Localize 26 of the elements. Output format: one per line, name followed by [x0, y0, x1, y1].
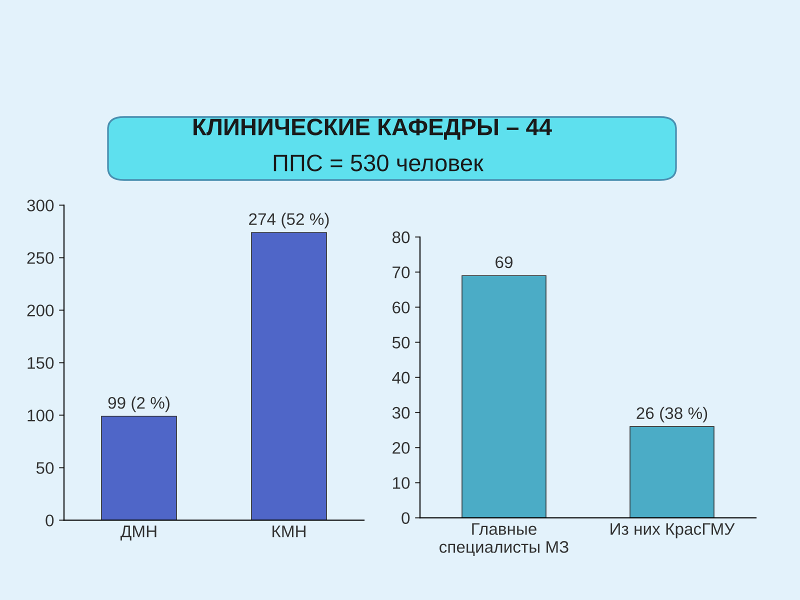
- x-tick-label: КМН: [272, 526, 306, 538]
- x-tick-label: ДМН: [120, 526, 156, 540]
- x-tick-label: Из них КрасГМУ: [610, 523, 735, 538]
- text: КЛИНИЧЕСКИЕ КАФЕДРЫ – 44: [194, 118, 552, 140]
- y-tick-label: 10: [393, 477, 410, 489]
- text: ППС = 530 человек: [274, 154, 484, 172]
- y-tick-label: 100: [28, 410, 54, 422]
- y-tick-label: 70: [392, 266, 410, 278]
- y-tick-label: 300: [27, 200, 54, 212]
- data-label: 274 (52 %): [249, 212, 329, 228]
- y-tick-label: 50: [36, 462, 54, 474]
- y-tick-label: 250: [27, 252, 54, 264]
- y-tick-label: 0: [46, 514, 54, 526]
- y-tick-label: 20: [392, 442, 410, 454]
- y-tick-label: 40: [392, 372, 410, 384]
- y-tick-label: 50: [392, 336, 410, 349]
- data-label: 69: [496, 256, 512, 268]
- data-label: 99 (2 %): [108, 396, 170, 412]
- y-tick-label: 150: [28, 357, 54, 369]
- y-tick-label: 200: [27, 304, 54, 316]
- y-tick-label: 30: [392, 406, 410, 419]
- y-tick-label: 60: [392, 302, 410, 314]
- x-tick-label: Главные специалисты МЗ: [440, 523, 568, 556]
- data-label: 26 (38 %): [636, 406, 708, 422]
- y-tick-label: 80: [392, 231, 410, 244]
- y-tick-label: 0: [402, 512, 410, 524]
